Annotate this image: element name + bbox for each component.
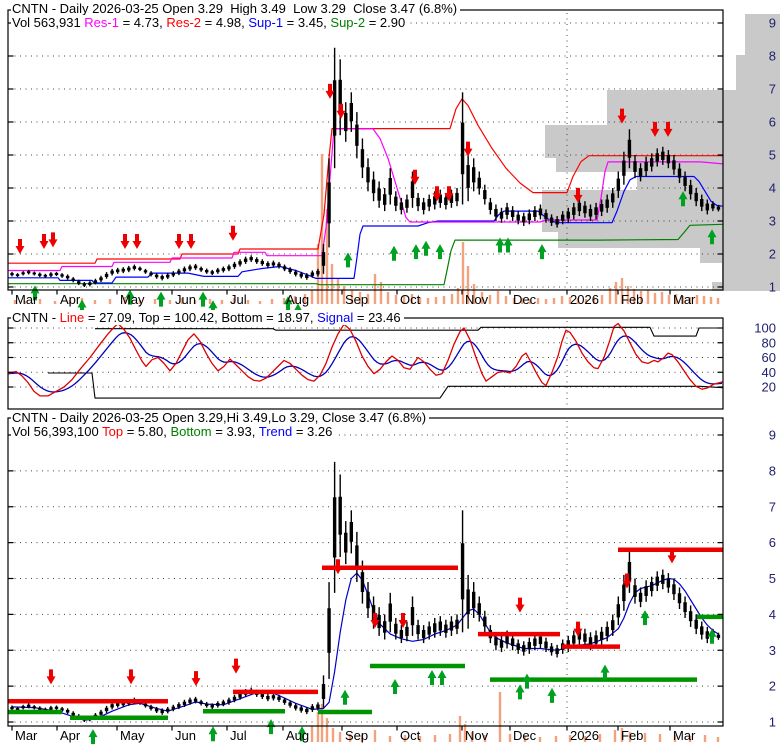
lower-sell-arrows xyxy=(46,548,677,687)
svg-text:Feb: Feb xyxy=(621,728,643,743)
svg-text:May: May xyxy=(120,292,145,307)
svg-text:5: 5 xyxy=(769,571,776,586)
panel-frame-and-axes: 1 2 3 4 5 6 7 8 9 Mar Apr May Jun Jul Aug Sep Oct Nov Dec 2… xyxy=(7,9,776,307)
svg-text:7: 7 xyxy=(769,499,776,514)
svg-text:May: May xyxy=(120,728,145,743)
svg-text:20: 20 xyxy=(762,380,776,395)
svg-text:6: 6 xyxy=(769,115,776,130)
svg-text:Mar: Mar xyxy=(673,728,696,743)
upper-sell-arrows xyxy=(15,83,673,254)
svg-text:80: 80 xyxy=(762,335,776,350)
oscillator-panel-header: CNTN - Line = 27.09, Top = 100.42, Botto… xyxy=(11,310,404,325)
lower-buy-arrows xyxy=(88,610,717,745)
lower-panel-header-line2: Vol 56,393,100 Top = 5.80, Bottom = 3.93… xyxy=(11,424,336,439)
oscillator-header-segment-3: Signal xyxy=(317,310,354,325)
lower-header-levels-segment-2: = 5.80, xyxy=(123,424,171,439)
svg-text:Sep: Sep xyxy=(345,292,368,307)
upper-header-levels-segment-6: = 3.45, xyxy=(283,15,331,30)
upper-header-levels-segment-4: = 4.98, xyxy=(201,15,249,30)
svg-text:2: 2 xyxy=(769,679,776,694)
svg-text:6: 6 xyxy=(769,535,776,550)
svg-text:Nov: Nov xyxy=(465,292,489,307)
oscillator-header-segment-0: CNTN - xyxy=(12,310,60,325)
svg-text:Jun: Jun xyxy=(175,292,196,307)
svg-text:Nov: Nov xyxy=(465,728,489,743)
upper-header-levels-segment-3: Res-2 xyxy=(166,15,202,30)
lower-header-ohlc-segment-0: CNTN - Daily 2026-03-25 Open 3.29,Hi 3.4… xyxy=(12,410,427,425)
svg-text:4: 4 xyxy=(769,607,776,622)
svg-text:Jun: Jun xyxy=(175,728,196,743)
lower-header-levels-segment-6: = 3.26 xyxy=(292,424,333,439)
lower-header-levels-segment-3: Bottom xyxy=(170,424,212,439)
svg-text:1: 1 xyxy=(769,280,776,295)
svg-text:5: 5 xyxy=(769,148,776,163)
svg-text:3: 3 xyxy=(769,214,776,229)
svg-text:60: 60 xyxy=(762,350,776,365)
svg-text:Oct: Oct xyxy=(400,728,421,743)
svg-text:40: 40 xyxy=(762,365,776,380)
svg-text:2026: 2026 xyxy=(570,728,599,743)
gridlines xyxy=(9,421,722,723)
gridlines xyxy=(9,321,722,406)
svg-text:9: 9 xyxy=(769,16,776,31)
lower-panel-header-line1: CNTN - Daily 2026-03-25 Open 3.29,Hi 3.4… xyxy=(11,410,430,425)
lower-header-levels-segment-5: Trend xyxy=(258,424,293,439)
gridlines xyxy=(9,13,722,288)
svg-text:8: 8 xyxy=(769,49,776,64)
volume-profile xyxy=(542,14,780,291)
oscillator-header-segment-2: = 27.09, Top = 100.42, Bottom = 18.97, xyxy=(84,310,318,325)
svg-text:Apr: Apr xyxy=(60,728,81,743)
lower-header-levels-segment-4: = 3.93, xyxy=(211,424,259,439)
svg-text:Dec: Dec xyxy=(513,292,537,307)
svg-text:Sep: Sep xyxy=(345,728,368,743)
svg-text:7: 7 xyxy=(769,82,776,97)
svg-text:Jul: Jul xyxy=(230,292,247,307)
oscillator-lines xyxy=(7,322,724,399)
svg-text:Jul: Jul xyxy=(230,728,247,743)
upper-panel-header-line2: Vol 563,931 Res-1 = 4.73, Res-2 = 4.98, … xyxy=(11,15,409,30)
svg-text:2: 2 xyxy=(769,247,776,262)
upper-overlay-lines xyxy=(8,98,724,286)
svg-text:Mar: Mar xyxy=(15,292,38,307)
svg-text:Oct: Oct xyxy=(400,292,421,307)
upper-header-levels-segment-2: = 4.73, xyxy=(118,15,167,30)
upper-header-ohlc-segment-0: CNTN - Daily 2026-03-25 Open 3.29 High 3… xyxy=(12,1,458,16)
oscillator-header-segment-4: = 23.46 xyxy=(353,310,401,325)
lower-levels xyxy=(8,547,723,720)
svg-text:8: 8 xyxy=(769,463,776,478)
svg-text:Aug: Aug xyxy=(286,728,309,743)
svg-text:Mar: Mar xyxy=(673,292,696,307)
lower-volume-bars xyxy=(310,692,720,742)
svg-text:4: 4 xyxy=(769,181,776,196)
upper-candlesticks xyxy=(10,47,721,287)
oscillator-header-segment-1: Line xyxy=(59,310,85,325)
upper-header-levels-segment-1: Res-1 xyxy=(84,15,119,30)
lower-candlesticks xyxy=(10,461,721,722)
svg-text:Mar: Mar xyxy=(15,728,38,743)
svg-text:2026: 2026 xyxy=(570,292,599,307)
svg-text:Apr: Apr xyxy=(60,292,81,307)
svg-text:Dec: Dec xyxy=(513,728,537,743)
upper-header-levels-segment-0: Vol 563,931 xyxy=(12,15,85,30)
upper-header-levels-segment-5: Sup-1 xyxy=(248,15,284,30)
lower-header-levels-segment-1: Top xyxy=(102,424,124,439)
upper-header-levels-segment-7: Sup-2 xyxy=(330,15,366,30)
svg-text:9: 9 xyxy=(769,428,776,443)
svg-text:3: 3 xyxy=(769,643,776,658)
panel-frame-and-axes: 1 2 3 4 5 6 7 8 9 Mar Apr May Jun Jul Aug Sep Oct Nov Dec 2… xyxy=(7,417,776,743)
svg-text:Aug: Aug xyxy=(286,292,309,307)
svg-text:1: 1 xyxy=(769,715,776,730)
svg-text:Feb: Feb xyxy=(621,292,643,307)
upper-header-levels-segment-8: = 2.90 xyxy=(365,15,406,30)
lower-header-levels-segment-0: Vol 56,393,100 xyxy=(12,424,103,439)
svg-text:100: 100 xyxy=(754,321,776,336)
upper-panel-header-line1: CNTN - Daily 2026-03-25 Open 3.29 High 3… xyxy=(11,1,461,16)
